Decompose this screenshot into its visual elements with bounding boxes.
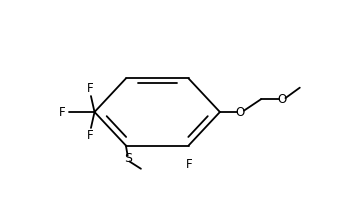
Text: S: S <box>124 152 132 165</box>
Text: F: F <box>186 158 192 171</box>
Text: O: O <box>277 93 287 106</box>
Text: F: F <box>87 129 93 142</box>
Text: F: F <box>87 82 93 95</box>
Text: F: F <box>59 106 66 118</box>
Text: O: O <box>235 106 244 118</box>
